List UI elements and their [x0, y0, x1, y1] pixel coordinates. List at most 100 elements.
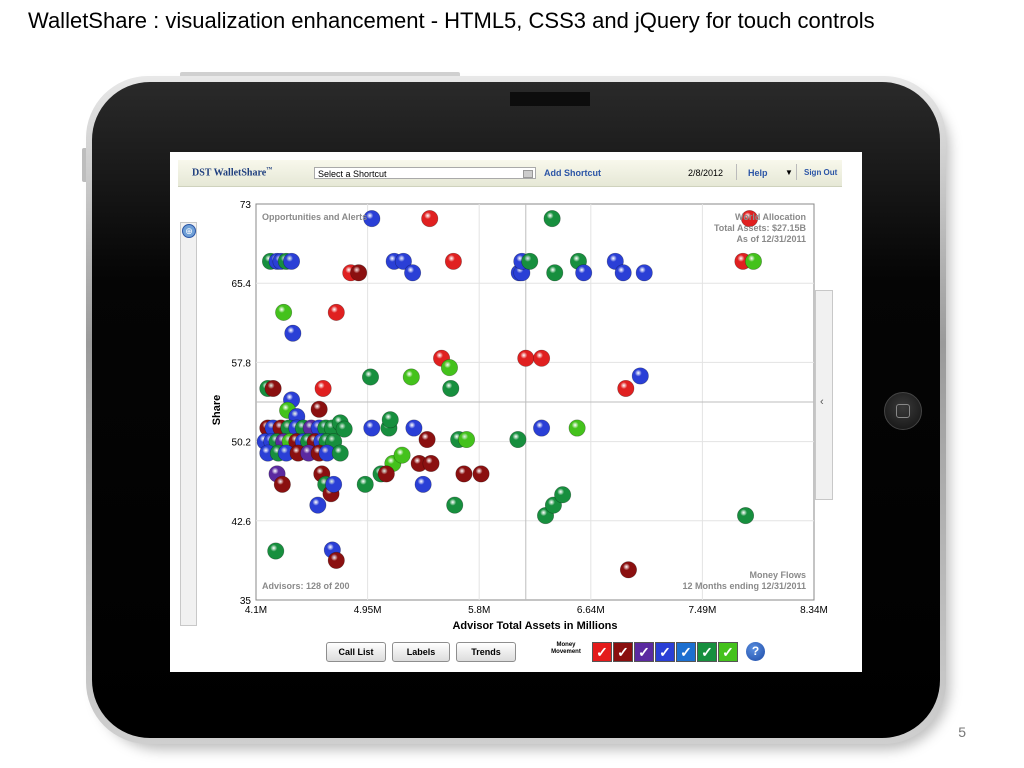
data-point[interactable] [284, 324, 302, 342]
data-point[interactable] [314, 379, 332, 397]
data-point[interactable] [472, 465, 490, 483]
trends-button[interactable]: Trends [456, 642, 516, 662]
data-point[interactable] [446, 496, 464, 514]
divider [736, 164, 737, 180]
zoom-icon[interactable]: ⊕ [182, 224, 196, 238]
dropdown-arrow-icon[interactable] [523, 170, 533, 178]
data-point[interactable] [327, 303, 345, 321]
data-point[interactable] [440, 359, 458, 377]
data-point[interactable] [521, 252, 539, 270]
label-money-flows: Money Flows [749, 570, 806, 580]
money-movement-swatch[interactable]: ✓ [592, 642, 612, 662]
data-point[interactable] [309, 496, 327, 514]
top-toolbar: DST WalletShare™ Select a Shortcut Add S… [178, 160, 842, 187]
data-point[interactable] [546, 264, 564, 282]
help-menu-caret-icon[interactable]: ▼ [785, 168, 793, 177]
data-point[interactable] [614, 264, 632, 282]
y-tick-label: 57.8 [232, 358, 252, 369]
data-point[interactable] [325, 475, 343, 493]
scatter-chart[interactable]: 73 65.4 57.8 50.2 42.6 35 4.1M 4.95M 5.8M 6.64M 7… [170, 152, 862, 638]
data-point[interactable] [617, 379, 635, 397]
y-axis-title: Share [211, 395, 223, 426]
data-point[interactable] [327, 551, 345, 569]
data-point[interactable] [744, 252, 762, 270]
money-movement-swatch[interactable]: ✓ [613, 642, 633, 662]
device-side-button [82, 148, 88, 182]
data-point[interactable] [273, 475, 291, 493]
data-point[interactable] [458, 431, 476, 449]
data-point[interactable] [741, 210, 759, 228]
data-point[interactable] [568, 419, 586, 437]
data-point[interactable] [394, 252, 412, 270]
data-point[interactable] [543, 210, 561, 228]
data-point[interactable] [414, 475, 432, 493]
data-point[interactable] [404, 264, 422, 282]
data-point[interactable] [363, 210, 381, 228]
side-drawer-handle[interactable] [815, 290, 833, 500]
data-point[interactable] [575, 264, 593, 282]
data-point[interactable] [509, 431, 527, 449]
y-tick-label: 35 [240, 596, 252, 607]
call-list-button[interactable]: Call List [326, 642, 386, 662]
x-axis-ticks: 4.1M 4.95M 5.8M 6.64M 7.49M 8.34M [245, 605, 828, 616]
data-point[interactable] [402, 368, 420, 386]
data-point[interactable] [444, 252, 462, 270]
brand-trademark: ™ [266, 167, 273, 173]
data-point[interactable] [275, 303, 293, 321]
money-movement-swatch[interactable]: ✓ [655, 642, 675, 662]
data-point[interactable] [331, 444, 349, 462]
current-date: 2/8/2012 [688, 168, 724, 178]
data-point[interactable] [418, 431, 436, 449]
data-point[interactable] [350, 264, 368, 282]
home-button[interactable] [884, 392, 922, 430]
labels-button[interactable]: Labels [392, 642, 450, 662]
data-point[interactable] [606, 252, 624, 270]
money-movement-swatch[interactable]: ✓ [634, 642, 654, 662]
device-top-button [180, 72, 460, 78]
data-point[interactable] [554, 486, 572, 504]
shortcut-select[interactable]: Select a Shortcut [314, 167, 536, 179]
x-tick-label: 5.8M [468, 605, 490, 616]
data-point[interactable] [283, 252, 301, 270]
data-point[interactable] [442, 379, 460, 397]
data-point[interactable] [361, 368, 379, 386]
bottom-toolbar: Call List Labels Trends Money Movement ✓… [178, 638, 842, 670]
chevron-left-icon[interactable]: ‹ [820, 396, 824, 408]
data-point[interactable] [737, 507, 755, 525]
add-shortcut-link[interactable]: Add Shortcut [544, 168, 601, 178]
shortcut-select-value: Select a Shortcut [318, 169, 387, 179]
label-money-flows-period: 12 Months ending 12/31/2011 [682, 581, 806, 591]
data-point[interactable] [264, 379, 282, 397]
sign-out-link[interactable]: Sign Out [804, 168, 838, 177]
money-movement-swatch[interactable]: ✓ [718, 642, 738, 662]
money-movement-label: Money Movement [551, 642, 581, 655]
zoom-slider[interactable] [180, 222, 197, 626]
data-point[interactable] [517, 349, 535, 367]
data-point[interactable] [455, 465, 473, 483]
money-movement-swatch[interactable]: ✓ [697, 642, 717, 662]
data-point[interactable] [363, 419, 381, 437]
y-axis-ticks: 73 65.4 57.8 50.2 42.6 35 [232, 200, 252, 607]
app-screen: DST WalletShare™ Select a Shortcut Add S… [170, 152, 862, 672]
data-point[interactable] [422, 454, 440, 472]
data-point[interactable] [310, 400, 328, 418]
data-point[interactable] [619, 561, 637, 579]
data-point[interactable] [393, 446, 411, 464]
data-point[interactable] [377, 465, 395, 483]
data-point[interactable] [635, 264, 653, 282]
money-movement-swatch[interactable]: ✓ [676, 642, 696, 662]
data-point[interactable] [381, 411, 399, 429]
help-link[interactable]: Help [748, 168, 768, 178]
data-point[interactable] [267, 542, 285, 560]
x-axis-title: Advisor Total Assets in Millions [452, 620, 617, 632]
data-point[interactable] [335, 420, 353, 438]
y-tick-label: 50.2 [232, 438, 252, 449]
help-icon[interactable]: ? [746, 642, 765, 661]
data-point[interactable] [356, 475, 374, 493]
data-points[interactable] [256, 210, 762, 579]
data-point[interactable] [421, 210, 439, 228]
data-point[interactable] [631, 367, 649, 385]
data-point[interactable] [405, 419, 423, 437]
data-point[interactable] [533, 419, 551, 437]
data-point[interactable] [533, 349, 551, 367]
